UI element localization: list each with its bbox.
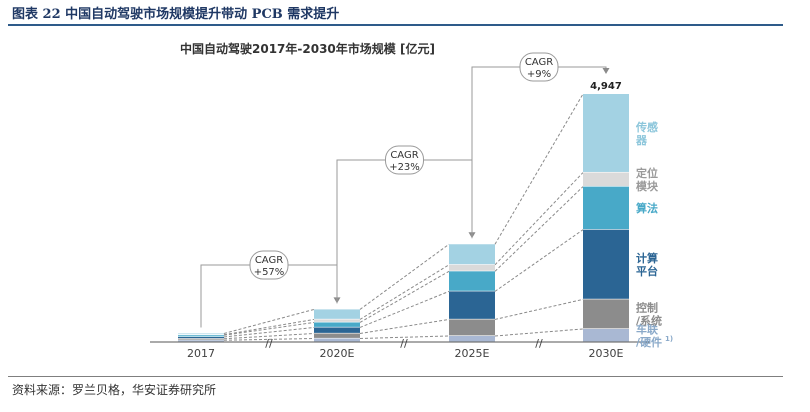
connector-line [359,318,450,334]
legend-label: 定位 [636,166,658,180]
chart-title: 中国自动驾驶2017年-2030年市场规模 [亿元] [180,41,435,56]
bar-segment [583,299,629,329]
bar-segment [178,333,224,335]
legend-label: /系统 [636,314,662,328]
x-tick-label: 2025E [455,347,490,360]
cagr-value: +57% [254,267,285,278]
bar-segment [583,172,629,186]
connector-line [494,93,584,245]
bar-segment [178,338,224,340]
bar-segment [449,319,495,336]
x-tick-labels: 2017 2020E 2025E 2030E // // // [187,337,624,360]
bar-segment [449,335,495,342]
bar-segment [178,336,224,339]
connector-line [359,264,450,320]
cagr-value: +9% [527,69,551,80]
connector-line [494,186,584,272]
bar-segment [314,322,360,327]
bar-segment [583,229,629,299]
legend-label: 算法 [635,201,658,215]
title-rule [8,24,783,26]
connector-line [359,290,450,328]
connector-line [359,243,450,310]
legend-footnote: 1) [665,335,673,343]
connector-line [223,337,315,341]
connector-line [223,318,315,336]
cagr-label: CAGR [525,57,553,68]
cagr-label: CAGR [255,255,283,266]
x-tick-label: 2017 [187,347,215,360]
legend-label: 器 [635,134,648,147]
connector-line [494,328,584,337]
x-tick-label: 2030E [589,347,624,360]
connector-line [494,172,584,266]
connector-line [223,321,315,336]
connector-line [494,229,584,292]
cagr-annotations: CAGR+57%CAGR+23%CAGR+9% [200,52,610,328]
cagr-bubble [519,52,559,82]
bar-segment [178,335,224,337]
cagr-arrowhead [602,68,610,74]
x-tick-label: 2020E [320,347,355,360]
source-rule [8,376,783,377]
axis-break-mark: // [265,337,273,350]
bar-segment [449,291,495,319]
stacked-bars: 4,947 [178,81,629,342]
cagr-label: CAGR [390,150,418,161]
bar-segment [314,319,360,322]
bar-segment [449,244,495,265]
source-note: 资料来源：罗兰贝格，华安证券研究所 [12,383,217,397]
legend-label: 模块 [636,179,659,193]
cagr-bubble [249,250,289,280]
connector-lines [223,93,584,341]
bar-segment [583,328,629,342]
connector-line [223,326,315,338]
legend-label: 车联 [636,322,658,336]
legend-label: 计算 [636,251,658,265]
axis-break-mark: // [400,337,408,350]
total-value-label: 4,947 [590,81,622,92]
bar-segment [178,340,224,342]
bar-segment [449,264,495,271]
bar-segment [314,309,360,319]
connector-line [223,308,315,334]
cagr-value: +23% [389,162,420,173]
bar-segment [449,271,495,291]
connector-line [359,270,450,323]
bar-segment [314,327,360,333]
legend-label: 控制 [636,301,658,315]
bar-segment [583,186,629,230]
connector-line [494,298,584,320]
figure-title: 图表 22 中国自动驾驶市场规模提升带动 PCB 需求提升 [12,7,340,22]
bar-segment [314,338,360,342]
legend-label: /硬件 [636,335,662,349]
bar-segment [583,94,629,172]
connector-line [223,332,315,340]
bar-segment [314,333,360,338]
legend-label: 平台 [636,264,658,278]
legend-label: 传感 [635,120,658,134]
cagr-bubble [385,145,424,175]
axis-break-mark: // [535,337,543,350]
